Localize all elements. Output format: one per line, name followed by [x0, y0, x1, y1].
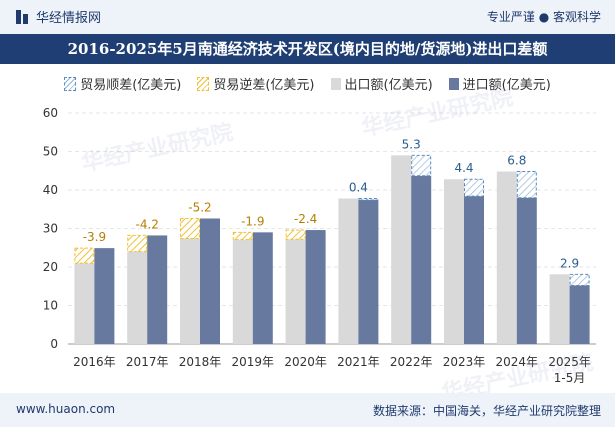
export-bar — [74, 263, 95, 344]
logo-icon — [16, 9, 28, 24]
legend-surplus-label: 贸易顺差(亿美元) — [80, 78, 182, 93]
import-bar — [516, 197, 537, 344]
import-bar — [569, 285, 590, 344]
x-tick-label: 2021年 — [337, 355, 380, 369]
x-tick-label: 1-5月 — [554, 371, 586, 385]
deficit-bar — [232, 231, 253, 241]
x-tick-label: 2020年 — [284, 355, 327, 369]
deficit-bar — [74, 247, 95, 264]
x-tick-label: 2023年 — [443, 355, 486, 369]
x-tick-label: 2017年 — [126, 355, 169, 369]
import-bar — [147, 235, 168, 344]
balance-label: -5.2 — [188, 200, 211, 214]
x-tick-label: 2022年 — [390, 355, 433, 369]
tagline: 专业严谨 ● 客观科学 — [486, 10, 601, 24]
balance-label: 2.9 — [560, 256, 579, 270]
export-bar — [232, 239, 253, 344]
chart-legend: 贸易顺差(亿美元) 贸易逆差(亿美元) 出口额(亿美元) 进口额(亿美元) — [0, 74, 615, 93]
import-bar — [305, 230, 326, 344]
legend-import-label: 进口额(亿美元) — [462, 78, 551, 93]
import-swatch — [448, 77, 459, 90]
brand-name: 华经情报网 — [36, 11, 102, 26]
top-bar: 华经情报网 专业严谨 ● 客观科学 — [0, 0, 615, 34]
y-tick-label: 20 — [43, 260, 58, 274]
bar-chart: 0 10 20 30 40 50 60 -3.9 2016年 -4.2 2017年 -5.2 2018年… — [43, 106, 596, 385]
import-bar — [358, 200, 379, 344]
x-tick-label: 2016年 — [73, 355, 116, 369]
import-bar — [464, 196, 484, 344]
x-tick-label: 2025年 — [548, 355, 591, 369]
y-tick-label: 60 — [43, 106, 58, 120]
surplus-bar — [464, 178, 484, 197]
surplus-swatch — [64, 76, 77, 91]
surplus-bar — [358, 197, 379, 201]
deficit-bar — [180, 217, 200, 240]
balance-label: -2.4 — [294, 212, 317, 226]
legend-deficit-label: 贸易逆差(亿美元) — [213, 78, 315, 93]
y-tick-label: 0 — [50, 337, 58, 351]
balance-label: 0.4 — [349, 180, 368, 194]
surplus-bar — [411, 154, 432, 177]
balance-label: -1.9 — [241, 214, 264, 228]
export-bar — [285, 239, 306, 344]
export-bar — [496, 171, 517, 344]
footer-url[interactable]: www.huaon.com — [16, 402, 116, 416]
x-tick-label: 2019年 — [232, 355, 275, 369]
legend-import: 进口额(亿美元) — [448, 74, 551, 93]
y-tick-label: 50 — [43, 145, 58, 159]
balance-label: -3.9 — [83, 230, 106, 244]
export-bar — [444, 179, 464, 344]
footer: www.huaon.com 数据来源：中国海关，华经产业研究院整理 — [0, 393, 615, 427]
legend-deficit: 贸易逆差(亿美元) — [197, 74, 315, 93]
export-bar — [127, 251, 148, 344]
export-bar — [180, 238, 200, 344]
deficit-swatch — [197, 76, 210, 91]
y-tick-label: 10 — [43, 299, 58, 313]
export-swatch — [330, 77, 341, 90]
x-tick-label: 2024年 — [496, 355, 539, 369]
import-bar — [200, 218, 220, 344]
y-tick-label: 30 — [43, 222, 58, 236]
balance-label: 6.8 — [507, 154, 526, 168]
import-bar — [411, 175, 432, 344]
deficit-bar — [285, 229, 306, 240]
export-bar — [391, 155, 412, 344]
balance-label: 5.3 — [402, 137, 421, 151]
legend-export: 出口额(亿美元) — [330, 74, 433, 93]
chart-title: 2016-2025年5月南通经济技术开发区(境内目的地/货源地)进出口差额 — [0, 34, 615, 64]
deficit-bar — [127, 234, 148, 253]
export-bar — [338, 198, 359, 344]
legend-export-label: 出口额(亿美元) — [344, 78, 433, 93]
footer-source: 数据来源：中国海关，华经产业研究院整理 — [372, 404, 601, 418]
x-tick-label: 2018年 — [179, 355, 222, 369]
balance-label: -4.2 — [135, 217, 158, 231]
import-bar — [94, 248, 115, 344]
import-bar — [252, 232, 273, 344]
y-tick-label: 40 — [43, 183, 58, 197]
balance-label: 4.4 — [454, 161, 473, 175]
surplus-bar — [516, 171, 537, 199]
brand[interactable]: 华经情报网 — [16, 7, 101, 26]
legend-surplus: 贸易顺差(亿美元) — [64, 74, 181, 93]
export-bar — [549, 274, 570, 344]
surplus-bar — [569, 273, 590, 286]
